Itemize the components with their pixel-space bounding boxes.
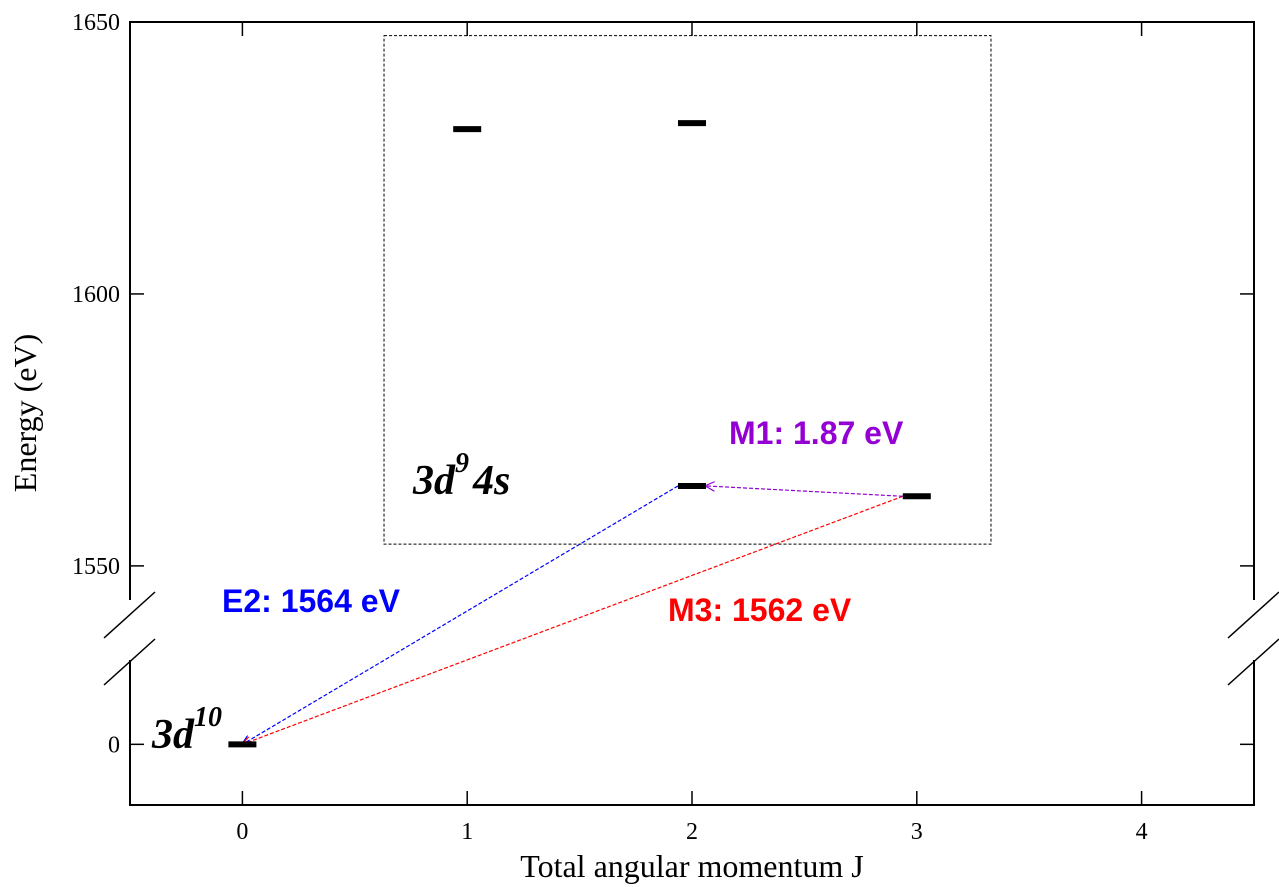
config-label-excited: 3d94s <box>412 448 510 504</box>
x-tick-label-4: 4 <box>1136 819 1148 845</box>
y-tick-label-1550: 1550 <box>72 554 120 580</box>
config-label-ground: 3d10 <box>151 702 222 758</box>
x-axis-label: Total angular momentum J <box>520 848 863 884</box>
x-tick-label-3: 3 <box>911 819 923 845</box>
plot-frame <box>129 21 1255 806</box>
transition-arrow-2 <box>706 486 903 497</box>
x-tick-label-2: 2 <box>686 819 698 845</box>
y-tick-label-0: 0 <box>108 732 120 758</box>
transition-label-e2: E2: 1564 eV <box>222 583 401 619</box>
y-tick-label-1600: 1600 <box>72 282 120 308</box>
transition-arrow-0 <box>242 485 679 744</box>
transition-label-m1: M1: 1.87 eV <box>729 415 904 451</box>
y-axis-label: Energy (eV) <box>7 334 43 492</box>
x-tick-label-0: 0 <box>236 819 248 845</box>
axis-break-marks <box>103 591 1279 686</box>
transition-arrow-1 <box>242 495 904 744</box>
y-tick-label-1650: 1650 <box>72 10 120 36</box>
x-tick-label-1: 1 <box>461 819 473 845</box>
transition-label-m3: M3: 1562 eV <box>668 592 852 628</box>
excited-config-box <box>383 35 992 545</box>
